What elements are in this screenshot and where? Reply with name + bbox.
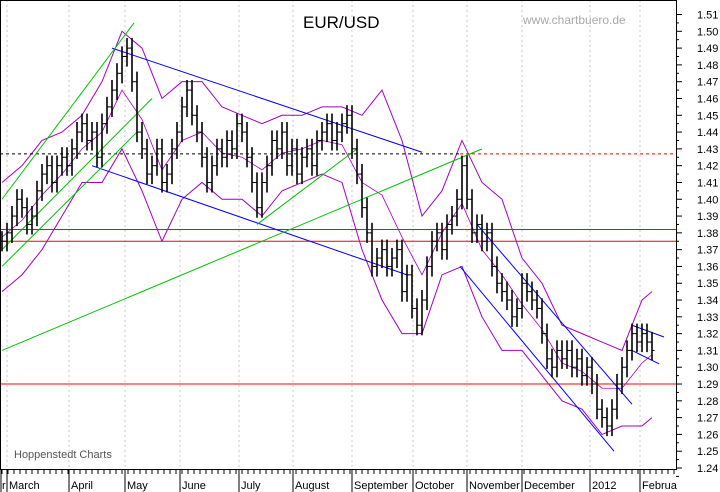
- y-tick-label: 1.31: [697, 345, 718, 357]
- y-tick-label: 1.39: [697, 211, 718, 223]
- month-label: March: [9, 480, 40, 492]
- y-tick-label: 1.49: [697, 43, 718, 55]
- trend-line: [459, 266, 615, 452]
- y-tick-label: 1.43: [697, 144, 718, 156]
- month-label: June: [182, 480, 206, 492]
- y-tick-label: 1.35: [697, 278, 718, 290]
- trend-line: [256, 148, 358, 225]
- trend-line: [1, 131, 138, 267]
- trend-line: [111, 47, 423, 153]
- month-label: May: [127, 480, 148, 492]
- plot-frame: [0, 0, 677, 470]
- y-tick-label: 1.27: [697, 413, 718, 425]
- y-tick-label: 1.33: [697, 312, 718, 324]
- trend-line: [476, 224, 633, 405]
- month-label: Februa: [642, 480, 678, 492]
- y-tick-label: 1.50: [697, 26, 718, 38]
- month-label: November: [469, 480, 520, 492]
- y-tick-label: 1.36: [697, 261, 718, 273]
- y-tick-label: 1.44: [697, 127, 718, 139]
- trend-line: [1, 98, 153, 251]
- y-tick-label: 1.38: [697, 228, 718, 240]
- bollinger-upper: [1, 30, 653, 352]
- y-tick-label: 1.40: [697, 194, 718, 206]
- month-label: December: [524, 480, 575, 492]
- y-tick-label: 1.29: [697, 379, 718, 391]
- trend-line: [1, 22, 135, 200]
- month-label: August: [295, 480, 329, 492]
- trend-line: [631, 349, 660, 365]
- y-tick-label: 1.37: [697, 245, 718, 257]
- y-axis: 1.24 1.25 1.26 1.27 1.28 1.29 1.30 1.31 1.32 1.33…: [676, 10, 718, 477]
- y-tick-label: 1.48: [697, 60, 718, 72]
- y-tick-label: 1.41: [697, 177, 718, 189]
- watermark-url: www.chartbuero.de: [522, 13, 626, 27]
- trend-lines: [1, 22, 665, 452]
- month-label: July: [241, 480, 261, 492]
- source-label: Hoppenstedt Charts: [14, 449, 112, 461]
- y-tick-label: 1.34: [697, 295, 718, 307]
- bollinger-lower: [1, 147, 653, 436]
- y-tick-label: 1.32: [697, 329, 718, 341]
- grid: [6, 0, 641, 470]
- y-tick-label: 1.30: [697, 362, 718, 374]
- month-label: September: [354, 480, 408, 492]
- y-tick-label: 1.42: [697, 161, 718, 173]
- y-tick-label: 1.46: [697, 93, 718, 105]
- month-label: April: [71, 480, 93, 492]
- trend-line: [91, 165, 408, 276]
- bollinger-bands: [1, 30, 653, 436]
- trend-line: [1, 148, 483, 351]
- month-label: r: [2, 480, 6, 492]
- month-label: October: [415, 480, 454, 492]
- price-bars: [0, 38, 655, 437]
- month-label: 2012: [592, 480, 616, 492]
- y-tick-label: 1.25: [697, 446, 718, 458]
- y-tick-label: 1.26: [697, 429, 718, 441]
- y-tick-label: 1.28: [697, 396, 718, 408]
- y-tick-label: 1.45: [697, 110, 718, 122]
- horizontal-lines: [0, 153, 676, 385]
- y-tick-label: 1.24: [697, 463, 718, 475]
- chart-title: EUR/USD: [303, 13, 380, 32]
- y-tick-label: 1.47: [697, 77, 718, 89]
- y-tick-label: 1.51: [697, 10, 718, 22]
- x-axis: r March April May June July August September Oct…: [0, 470, 678, 492]
